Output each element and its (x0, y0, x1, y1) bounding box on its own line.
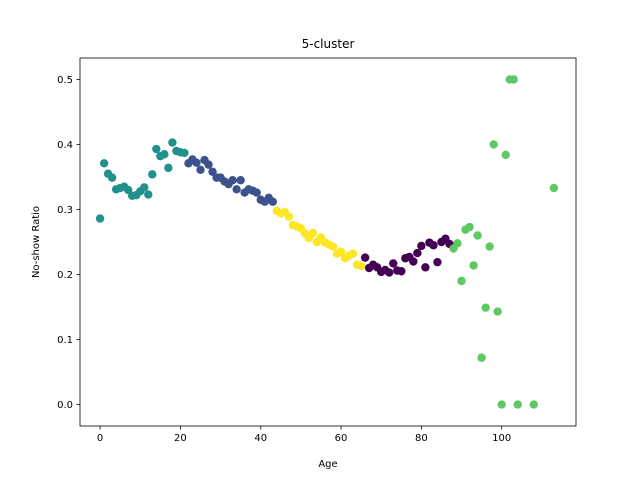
chart-title: 5-cluster (302, 37, 355, 51)
data-point (509, 75, 518, 84)
data-point (328, 242, 338, 251)
data-point (192, 158, 201, 167)
data-point (123, 185, 133, 195)
data-point (457, 276, 466, 286)
data-point (529, 400, 539, 409)
plot-frame (79, 57, 577, 427)
data-point (252, 188, 261, 197)
x-axis-label: Age (318, 459, 337, 470)
data-point (95, 214, 105, 223)
data-point (481, 303, 490, 312)
data-point (140, 183, 149, 192)
x-tick-label: 80 (415, 433, 428, 444)
data-point (308, 228, 318, 238)
y-tick-label: 0.1 (57, 335, 73, 346)
y-tick-label: 0.0 (57, 400, 73, 411)
data-point (513, 400, 522, 409)
y-tick-label: 0.5 (57, 75, 73, 86)
data-point (152, 144, 161, 154)
x-tick-label: 40 (254, 433, 267, 444)
data-point (429, 241, 438, 250)
data-point (465, 222, 474, 232)
data-point (107, 173, 117, 182)
data-point (99, 159, 109, 168)
data-point (389, 259, 398, 268)
data-point (208, 167, 217, 176)
data-point (236, 176, 245, 185)
data-point (421, 263, 430, 272)
ticks-layer: 0 20 40 60 80 100 0.0 0.1 0.2 0.3 0.4 0.5 (57, 75, 511, 444)
data-point (485, 242, 494, 251)
data-point (489, 140, 498, 149)
data-point (356, 261, 366, 271)
data-point (164, 163, 173, 173)
data-point (148, 170, 157, 179)
data-point (549, 183, 559, 193)
data-point (493, 307, 502, 316)
y-axis-label: No-show Ratio (31, 206, 42, 278)
data-point (168, 138, 177, 147)
data-point (413, 248, 422, 258)
data-point (144, 190, 153, 199)
y-tick-label: 0.2 (57, 270, 73, 281)
x-tick-label: 0 (97, 433, 103, 444)
x-tick-label: 60 (335, 433, 348, 444)
data-point (417, 241, 426, 251)
data-point (501, 150, 510, 160)
data-point (336, 247, 346, 256)
data-point (160, 150, 169, 159)
x-tick-label: 100 (492, 433, 511, 444)
points-layer (95, 75, 559, 409)
data-point (385, 268, 394, 277)
data-point (497, 400, 506, 409)
data-point (196, 165, 205, 175)
y-tick-label: 0.3 (57, 205, 73, 216)
data-point (268, 197, 277, 206)
data-point (284, 212, 294, 221)
data-point (228, 176, 237, 185)
data-point (473, 231, 482, 240)
data-point (397, 267, 406, 276)
data-point (477, 353, 486, 362)
data-point (409, 257, 418, 266)
data-point (469, 261, 478, 270)
data-point (204, 160, 213, 169)
data-point (360, 253, 370, 262)
data-point (348, 249, 358, 258)
data-point (232, 185, 241, 194)
data-point (180, 148, 189, 158)
y-tick-label: 0.4 (57, 140, 73, 151)
data-point (453, 239, 462, 248)
x-tick-label: 20 (174, 433, 187, 444)
data-point (433, 257, 442, 267)
